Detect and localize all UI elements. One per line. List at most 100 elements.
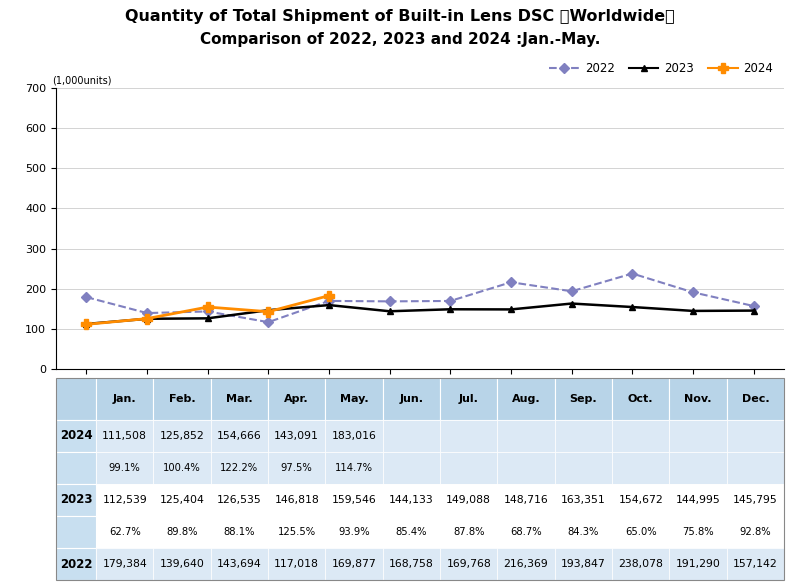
2023	[203, 315, 213, 322]
Text: 148,716: 148,716	[504, 495, 548, 505]
Text: 149,088: 149,088	[446, 495, 491, 505]
2022	[263, 319, 273, 326]
2022	[567, 288, 577, 295]
Line: 2023: 2023	[83, 300, 757, 328]
Text: 216,369: 216,369	[504, 559, 548, 569]
Text: 100.4%: 100.4%	[163, 463, 201, 473]
Text: 92.8%: 92.8%	[739, 527, 771, 537]
2023	[142, 315, 152, 322]
Bar	[154, 420, 210, 452]
Bar	[326, 420, 382, 452]
Text: 143,694: 143,694	[217, 559, 262, 569]
Text: 154,672: 154,672	[618, 495, 663, 505]
Bar	[670, 548, 726, 580]
Bar	[498, 484, 554, 516]
Text: 2024: 2024	[60, 429, 92, 442]
Bar	[612, 548, 670, 580]
Bar	[268, 452, 326, 484]
Bar	[382, 516, 440, 548]
Text: 2023: 2023	[60, 493, 92, 506]
Text: 139,640: 139,640	[159, 559, 205, 569]
Bar	[268, 420, 326, 452]
Bar	[210, 548, 268, 580]
2022	[446, 298, 455, 305]
Bar	[498, 516, 554, 548]
Text: 85.4%: 85.4%	[396, 527, 427, 537]
2023	[82, 321, 91, 328]
Text: 179,384: 179,384	[102, 559, 147, 569]
Bar	[96, 452, 154, 484]
Text: 146,818: 146,818	[274, 495, 319, 505]
Bar	[210, 484, 268, 516]
Text: 2022: 2022	[60, 558, 92, 571]
Bar	[498, 420, 554, 452]
Text: 114.7%: 114.7%	[335, 463, 373, 473]
Bar	[612, 452, 670, 484]
Text: 238,078: 238,078	[618, 559, 663, 569]
Text: (1,000units): (1,000units)	[52, 75, 112, 85]
Bar	[554, 484, 612, 516]
2023	[567, 300, 577, 307]
Bar	[670, 420, 726, 452]
Bar	[154, 516, 210, 548]
Text: Nov.: Nov.	[684, 394, 712, 404]
Text: 99.1%: 99.1%	[109, 463, 141, 473]
Bar	[726, 484, 784, 516]
Bar	[670, 378, 726, 420]
Bar	[554, 452, 612, 484]
Text: 65.0%: 65.0%	[625, 527, 657, 537]
Bar	[440, 484, 498, 516]
Text: 68.7%: 68.7%	[510, 527, 542, 537]
Text: 163,351: 163,351	[561, 495, 606, 505]
Bar	[56, 516, 96, 548]
Bar	[554, 378, 612, 420]
Bar	[726, 548, 784, 580]
2023	[506, 306, 516, 313]
Text: 159,546: 159,546	[332, 495, 376, 505]
Bar	[56, 378, 784, 580]
Text: 62.7%: 62.7%	[109, 527, 141, 537]
2023	[263, 306, 273, 314]
2024	[82, 321, 91, 328]
Text: Oct.: Oct.	[628, 394, 654, 404]
Text: 144,133: 144,133	[389, 495, 434, 505]
2023	[688, 308, 698, 315]
Text: 169,877: 169,877	[332, 559, 376, 569]
Bar	[56, 548, 96, 580]
Text: Aug.: Aug.	[512, 394, 540, 404]
Bar	[670, 484, 726, 516]
Text: 117,018: 117,018	[274, 559, 319, 569]
Bar	[612, 484, 670, 516]
Text: 125,852: 125,852	[160, 431, 205, 441]
Bar	[382, 378, 440, 420]
Text: 126,535: 126,535	[217, 495, 262, 505]
Text: 143,091: 143,091	[274, 431, 319, 441]
2024	[263, 308, 273, 315]
Text: 183,016: 183,016	[331, 431, 377, 441]
2023	[446, 306, 455, 313]
2023	[324, 302, 334, 309]
Bar	[498, 378, 554, 420]
Bar	[326, 484, 382, 516]
Bar	[554, 548, 612, 580]
Bar	[326, 452, 382, 484]
2024	[324, 292, 334, 299]
Text: 111,508: 111,508	[102, 431, 147, 441]
Text: 154,666: 154,666	[217, 431, 262, 441]
Bar	[56, 452, 96, 484]
2022	[203, 308, 213, 315]
Bar	[56, 420, 96, 452]
Bar	[268, 548, 326, 580]
Text: 168,758: 168,758	[389, 559, 434, 569]
Bar	[382, 548, 440, 580]
Bar	[154, 378, 210, 420]
Text: 157,142: 157,142	[733, 559, 778, 569]
Text: 191,290: 191,290	[675, 559, 721, 569]
Bar	[498, 452, 554, 484]
Text: 125,404: 125,404	[159, 495, 205, 505]
Legend: 2022, 2023, 2024: 2022, 2023, 2024	[545, 57, 778, 80]
Text: 89.8%: 89.8%	[166, 527, 198, 537]
Bar	[268, 378, 326, 420]
Text: Sep.: Sep.	[570, 394, 597, 404]
Bar	[96, 378, 154, 420]
